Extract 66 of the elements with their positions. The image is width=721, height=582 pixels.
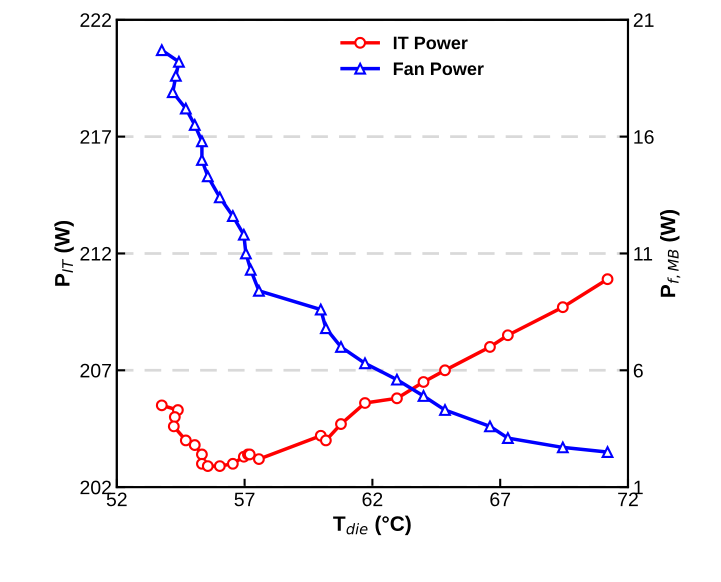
point xyxy=(484,420,496,432)
y2-tick-label: 1 xyxy=(634,480,643,494)
point xyxy=(391,392,403,404)
y2-tick-label: 16 xyxy=(634,130,654,144)
point xyxy=(314,304,327,316)
point xyxy=(556,442,569,454)
point xyxy=(170,70,182,82)
point xyxy=(320,322,332,334)
legend-label: IT Power xyxy=(394,36,468,50)
point xyxy=(156,399,168,412)
point xyxy=(602,273,614,286)
point xyxy=(556,301,569,314)
point xyxy=(502,432,514,444)
point xyxy=(320,434,332,446)
point xyxy=(168,411,181,423)
y-tick-label: 222 xyxy=(80,13,111,27)
x-tick-label: 57 xyxy=(234,492,254,506)
legend-label: Fan Power xyxy=(394,62,484,76)
point xyxy=(359,397,371,409)
point xyxy=(166,86,179,98)
point xyxy=(180,102,192,114)
point xyxy=(188,439,201,451)
point xyxy=(359,357,371,370)
point xyxy=(238,228,250,241)
x-axis-title: T$_{die}$ (°C) xyxy=(333,516,411,536)
point xyxy=(226,458,239,470)
x-tick-label: 52 xyxy=(106,492,127,506)
point xyxy=(214,460,226,472)
point xyxy=(214,191,226,204)
point xyxy=(439,364,451,376)
x-tick-label: 72 xyxy=(618,492,638,506)
point xyxy=(253,284,265,297)
point xyxy=(180,434,192,446)
point xyxy=(335,418,347,430)
point xyxy=(391,374,403,386)
point xyxy=(188,119,201,131)
point xyxy=(439,404,451,416)
point xyxy=(502,329,514,342)
point xyxy=(196,135,208,148)
point xyxy=(335,341,347,353)
point xyxy=(202,170,214,182)
y2-tick-label: 11 xyxy=(634,247,652,261)
point xyxy=(168,420,180,432)
point xyxy=(196,154,208,166)
y-tick-label: 212 xyxy=(80,246,111,261)
point xyxy=(418,390,430,402)
point xyxy=(240,248,252,260)
x-tick-label: 62 xyxy=(362,492,382,506)
y2-tick-label: 6 xyxy=(634,364,643,378)
y-tick-label: 207 xyxy=(80,364,111,378)
point xyxy=(484,341,496,353)
point xyxy=(226,210,239,222)
x-tick-label: 67 xyxy=(490,492,510,506)
point xyxy=(196,448,208,460)
y2-tick-label: 21 xyxy=(634,13,654,27)
y-tick-label: 217 xyxy=(80,130,111,144)
y-axis-title: P$_{IT}$ (W) xyxy=(54,220,74,286)
point xyxy=(602,446,614,458)
point xyxy=(244,264,257,276)
y-tick-label: 202 xyxy=(80,480,111,494)
point xyxy=(202,460,214,472)
point xyxy=(418,376,430,388)
point xyxy=(156,44,168,56)
y2-axis-title: P$_{f,MB}$ (W) xyxy=(660,210,680,297)
point xyxy=(253,453,265,465)
point xyxy=(173,56,185,68)
